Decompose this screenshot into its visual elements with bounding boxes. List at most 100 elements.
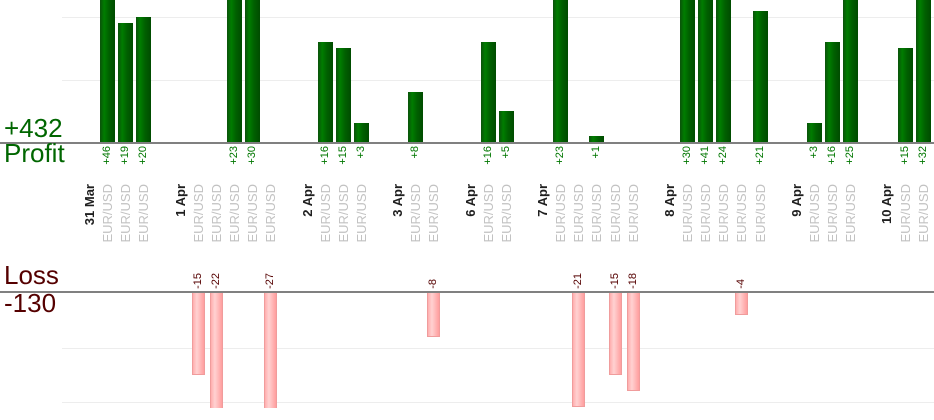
instrument-label-text: EUR/USD: [118, 184, 134, 243]
profit-value-label: +1: [588, 146, 606, 159]
instrument-label: EUR/USD: [335, 184, 353, 243]
instrument-label-text: EUR/USD: [408, 184, 424, 243]
profit-value-label-text: +8: [409, 146, 422, 159]
instrument-label: EUR/USD: [317, 184, 335, 243]
instrument-label: EUR/USD: [226, 184, 244, 243]
profit-bar: [100, 0, 115, 142]
instrument-label-text: EUR/USD: [716, 184, 732, 243]
instrument-label: EUR/USD: [842, 184, 860, 243]
profit-value-label: +16: [317, 146, 335, 165]
loss-axis-line: [0, 291, 934, 293]
date-label-text: 7 Apr: [535, 184, 551, 217]
profit-value-label-text: +30: [246, 146, 259, 165]
instrument-label: EUR/USD: [570, 184, 588, 243]
instrument-label-text: EUR/USD: [626, 184, 642, 243]
instrument-label-text: EUR/USD: [753, 184, 769, 243]
instrument-label-text: EUR/USD: [336, 184, 352, 243]
profit-value-label-text: +15: [899, 146, 912, 165]
instrument-label-text: EUR/USD: [136, 184, 152, 243]
profit-bar: [481, 42, 496, 142]
profit-gridline: [62, 80, 934, 81]
loss-bar: [609, 293, 622, 375]
instrument-label-text: EUR/USD: [807, 184, 823, 243]
profit-value-label-text: +46: [101, 146, 114, 165]
loss-value-label: -15: [607, 273, 625, 289]
instrument-label: EUR/USD: [262, 184, 280, 243]
profit-value-label-text: +41: [699, 146, 712, 165]
profit-plot: [0, 0, 934, 142]
profit-bar: [716, 0, 731, 142]
instrument-label-text: EUR/USD: [209, 184, 225, 243]
loss-value-label: -18: [625, 273, 643, 289]
instrument-label-text: EUR/USD: [608, 184, 624, 243]
profit-value-label: +21: [752, 146, 770, 165]
date-label-text: 2 Apr: [300, 184, 316, 217]
profit-value-label-text: +16: [482, 146, 495, 165]
instrument-label-text: EUR/USD: [571, 184, 587, 243]
profit-value-label-text: +16: [319, 146, 332, 165]
instrument-label: EUR/USD: [117, 184, 135, 243]
profit-value-label: +24: [715, 146, 733, 165]
profit-bar: [354, 123, 369, 142]
profit-axis-line: [0, 142, 934, 144]
profit-value-label: +3: [353, 146, 371, 159]
profit-value-label-text: +21: [754, 146, 767, 165]
profit-value-label: +20: [135, 146, 153, 165]
instrument-label: EUR/USD: [752, 184, 770, 243]
instrument-label: EUR/USD: [806, 184, 824, 243]
date-label: 31 Mar: [81, 184, 99, 225]
instrument-label: EUR/USD: [407, 184, 425, 243]
instrument-label-text: EUR/USD: [553, 184, 569, 243]
loss-value-label-text: -18: [627, 273, 640, 289]
instrument-label: EUR/USD: [697, 184, 715, 243]
instrument-label: EUR/USD: [99, 184, 117, 243]
instrument-label: EUR/USD: [498, 184, 516, 243]
loss-axis-label: Loss: [4, 260, 59, 290]
profit-value-label: +30: [244, 146, 262, 165]
date-label: 7 Apr: [534, 184, 552, 217]
profit-value-label-text: +3: [808, 146, 821, 159]
profit-gridline: [62, 17, 934, 18]
profit-bar: [680, 0, 695, 142]
instrument-label-text: EUR/USD: [734, 184, 750, 243]
loss-value-label: -15: [190, 273, 208, 289]
loss-bar: [192, 293, 205, 375]
profit-value-label: +41: [697, 146, 715, 165]
profit-value-label: +30: [679, 146, 697, 165]
profit-bar: [807, 123, 822, 142]
loss-value-label-text: -4: [735, 279, 748, 289]
loss-bar: [627, 293, 640, 391]
instrument-label-text: EUR/USD: [825, 184, 841, 243]
instrument-label-text: EUR/USD: [680, 184, 696, 243]
instrument-label-text: EUR/USD: [318, 184, 334, 243]
loss-value-label-text: -27: [264, 273, 277, 289]
instrument-label: EUR/USD: [625, 184, 643, 243]
instrument-label: EUR/USD: [480, 184, 498, 243]
date-label-text: 9 Apr: [789, 184, 805, 217]
profit-bar: [753, 11, 768, 142]
date-label: 10 Apr: [878, 184, 896, 224]
date-label-text: 8 Apr: [662, 184, 678, 217]
profit-axis-label: Profit: [4, 138, 65, 168]
profit-total: +432: [4, 113, 63, 143]
profit-value-label-text: +24: [717, 146, 730, 165]
profit-bar: [698, 0, 713, 142]
loss-bar: [427, 293, 440, 337]
date-label: 9 Apr: [788, 184, 806, 217]
profit-value-label: +23: [226, 146, 244, 165]
profit-value-label-text: +3: [355, 146, 368, 159]
profit-bar: [843, 0, 858, 142]
instrument-label: EUR/USD: [679, 184, 697, 243]
loss-value-label-text: -22: [210, 273, 223, 289]
instrument-label-text: EUR/USD: [499, 184, 515, 243]
profit-bar: [118, 23, 133, 142]
loss-bar: [264, 293, 277, 408]
profit-value-label: +32: [915, 146, 933, 165]
loss-gridline: [62, 402, 934, 403]
instrument-label: EUR/USD: [208, 184, 226, 243]
profit-value-label: +16: [480, 146, 498, 165]
instrument-label-text: EUR/USD: [916, 184, 932, 243]
instrument-label: EUR/USD: [715, 184, 733, 243]
loss-value-label: -27: [262, 273, 280, 289]
instrument-label-text: EUR/USD: [245, 184, 261, 243]
